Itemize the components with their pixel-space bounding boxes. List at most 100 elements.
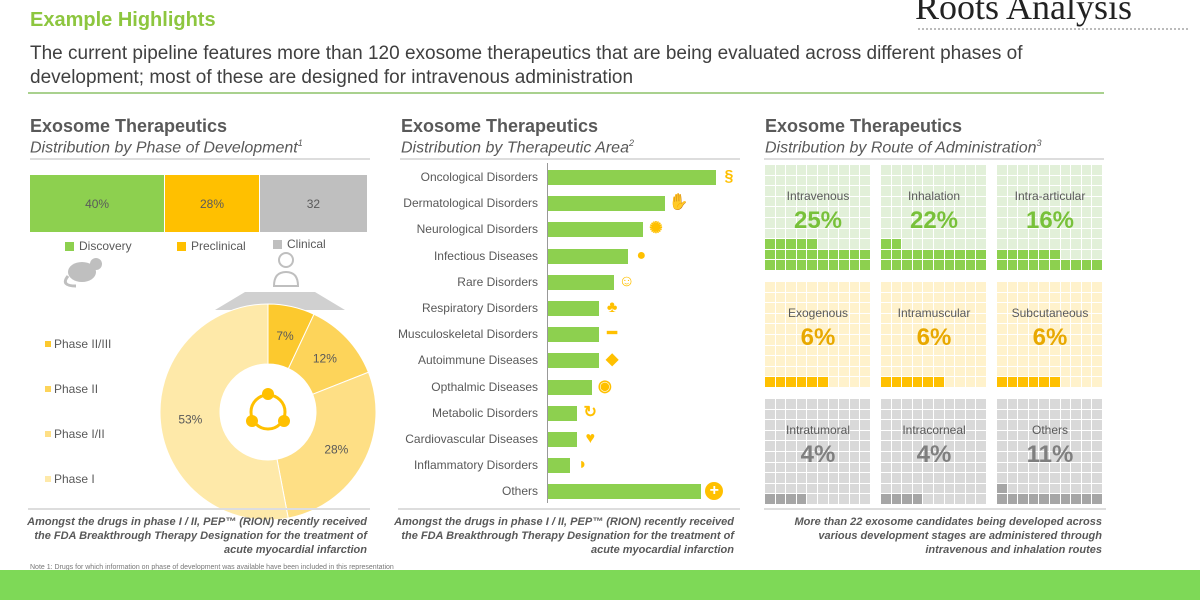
waffle-cell bbox=[997, 377, 1007, 387]
waffle-cell bbox=[775, 186, 786, 196]
waffle-cell bbox=[849, 366, 860, 377]
waffle-cell bbox=[786, 473, 796, 483]
waffle-cell bbox=[765, 409, 775, 420]
waffle-cell bbox=[1050, 399, 1060, 409]
waffle-value: 4% bbox=[916, 441, 952, 468]
donut-legend-item: Phase I bbox=[45, 472, 95, 486]
waffle-cell bbox=[1071, 409, 1081, 420]
note-panel2: Amongst the drugs in phase I / II, PEP™ … bbox=[394, 516, 734, 556]
waffle-cell bbox=[775, 313, 786, 324]
waffle-cell bbox=[1060, 377, 1071, 387]
waffle-cell bbox=[1007, 345, 1018, 356]
waffle-cell bbox=[902, 420, 912, 430]
waffle-cell bbox=[839, 377, 849, 387]
waffle-cell bbox=[881, 345, 891, 356]
waffle-cell bbox=[923, 292, 933, 303]
waffle-cell bbox=[997, 239, 1007, 249]
waffle-cell bbox=[997, 430, 1007, 441]
waffle-cell bbox=[1060, 366, 1071, 377]
waffle-cell bbox=[1081, 356, 1092, 366]
waffle-cell bbox=[1028, 399, 1039, 409]
waffle-cell bbox=[849, 282, 860, 292]
waffle-cell bbox=[923, 239, 933, 249]
waffle-cell bbox=[944, 165, 955, 175]
waffle-cell bbox=[1018, 420, 1028, 430]
waffle-cell bbox=[955, 483, 965, 494]
waffle-cell bbox=[891, 239, 902, 249]
share-icon bbox=[246, 388, 290, 431]
waffle-cell bbox=[786, 462, 796, 473]
waffle-cell bbox=[912, 420, 923, 430]
waffle-cell bbox=[765, 282, 775, 292]
waffle-cell bbox=[818, 494, 828, 504]
donut-label: 53% bbox=[178, 412, 202, 426]
waffle-cell bbox=[1071, 399, 1081, 409]
legend-clinical: Clinical bbox=[273, 237, 326, 251]
waffle-cell bbox=[955, 207, 965, 217]
legend-swatch bbox=[45, 431, 51, 437]
waffle-cell bbox=[1018, 462, 1028, 473]
waffle-cell bbox=[849, 292, 860, 303]
waffle-cell bbox=[796, 165, 807, 175]
waffle-cell bbox=[828, 218, 839, 228]
waffle-cell bbox=[1060, 441, 1071, 451]
waffle-cell bbox=[828, 483, 839, 494]
waffle-cell bbox=[997, 313, 1007, 324]
waffle-cell bbox=[1018, 409, 1028, 420]
waffle-cell bbox=[1050, 366, 1060, 377]
waffle-cell bbox=[1060, 324, 1071, 334]
heart-icon: ♥ bbox=[585, 430, 595, 447]
waffle-cell bbox=[1071, 452, 1081, 462]
waffle-cell bbox=[1039, 494, 1049, 504]
waffle-cell bbox=[976, 175, 986, 186]
waffle-cell bbox=[902, 303, 912, 313]
waffle-cell bbox=[839, 345, 849, 356]
waffle-cell bbox=[1050, 260, 1060, 270]
page-title: Example Highlights bbox=[30, 9, 216, 31]
waffle-cell bbox=[1039, 313, 1049, 324]
waffle-cell bbox=[912, 260, 923, 270]
waffle-cell bbox=[1081, 239, 1092, 249]
waffle-cell bbox=[765, 462, 775, 473]
waffle-cell bbox=[796, 249, 807, 260]
waffle-cell bbox=[1050, 409, 1060, 420]
waffle-cell bbox=[976, 430, 986, 441]
waffle-cell bbox=[775, 239, 786, 249]
waffle-cell bbox=[1071, 335, 1081, 345]
waffle-cell bbox=[860, 239, 870, 249]
waffle-cell bbox=[934, 196, 944, 207]
waffle-cell bbox=[818, 239, 828, 249]
waffle-cell bbox=[891, 399, 902, 409]
waffle-cell bbox=[955, 303, 965, 313]
waffle-cell bbox=[1028, 292, 1039, 303]
waffle-cell bbox=[849, 249, 860, 260]
waffle-cell bbox=[1060, 356, 1071, 366]
waffle-cell bbox=[934, 335, 944, 345]
waffle-intratumoral: Intratumoral 4% bbox=[765, 399, 871, 505]
waffle-cell bbox=[765, 228, 775, 239]
waffle-cell bbox=[775, 494, 786, 504]
waffle-cell bbox=[1050, 324, 1060, 334]
waffle-cell bbox=[944, 239, 955, 249]
waffle-cell bbox=[881, 313, 891, 324]
waffle-cell bbox=[902, 356, 912, 366]
waffle-cell bbox=[881, 282, 891, 292]
waffle-cell bbox=[1071, 462, 1081, 473]
waffle-cell bbox=[1028, 282, 1039, 292]
waffle-cell bbox=[891, 303, 902, 313]
waffle-cell bbox=[891, 420, 902, 430]
waffle-cell bbox=[1092, 366, 1102, 377]
waffle-cell bbox=[902, 335, 912, 345]
waffle-cell bbox=[923, 186, 933, 196]
waffle-cell bbox=[997, 452, 1007, 462]
waffle-cell bbox=[976, 356, 986, 366]
waffle-cell bbox=[818, 218, 828, 228]
waffle-cell bbox=[796, 207, 807, 217]
panel-rule bbox=[400, 158, 740, 160]
waffle-cell bbox=[765, 303, 775, 313]
waffle-cell bbox=[839, 186, 849, 196]
waffle-cell bbox=[912, 207, 923, 217]
waffle-cell bbox=[902, 494, 912, 504]
waffle-cell bbox=[912, 462, 923, 473]
waffle-subcutaneous: Subcutaneous 6% bbox=[997, 282, 1103, 388]
